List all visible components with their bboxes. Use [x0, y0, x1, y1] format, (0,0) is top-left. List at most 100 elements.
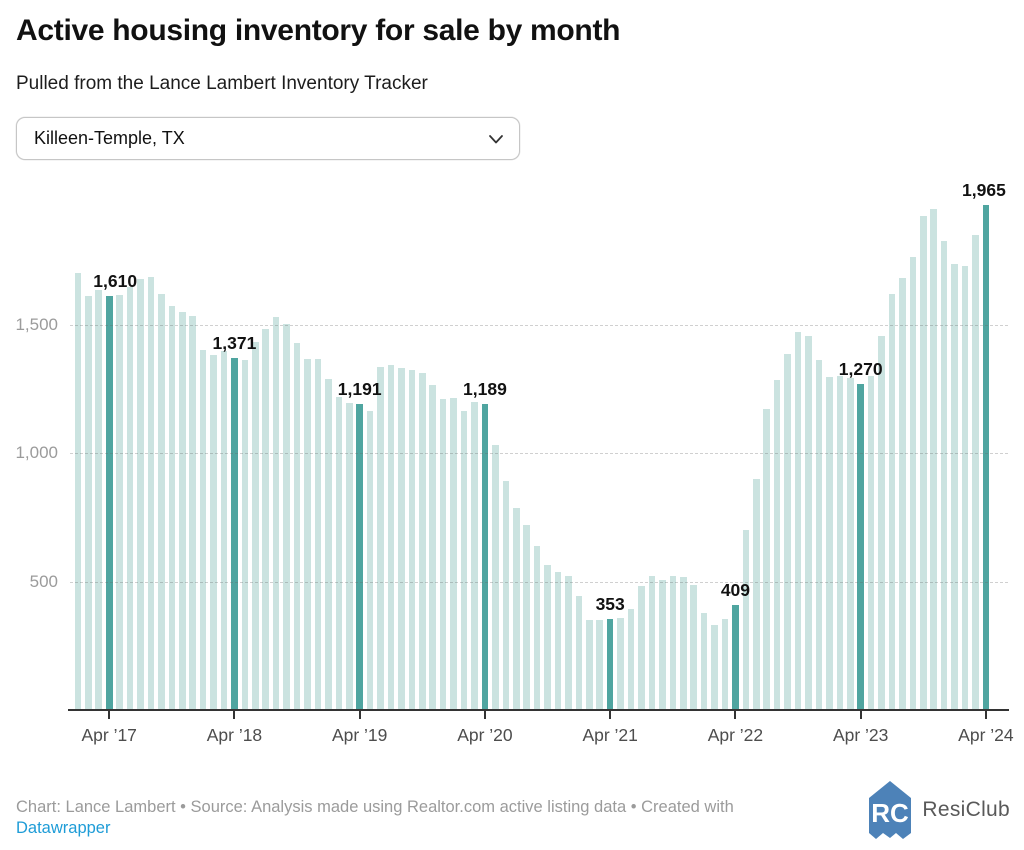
bar-jul-2021[interactable]: [638, 585, 645, 710]
bar-oct-2023[interactable]: [919, 216, 927, 710]
bar-feb-2020[interactable]: [460, 411, 468, 710]
bar-dec-2021[interactable]: [690, 584, 697, 710]
bar-mar-2019[interactable]: [345, 402, 353, 710]
bar-oct-2019[interactable]: [419, 372, 426, 710]
bar-apr-2024[interactable]: [982, 204, 990, 710]
bar-apr-2020[interactable]: [481, 404, 489, 710]
bar-feb-2018[interactable]: [210, 355, 217, 710]
bar-jan-2021[interactable]: [575, 596, 583, 710]
value-label: 409: [720, 579, 751, 600]
bar-jan-2020[interactable]: [450, 398, 457, 710]
bar-apr-2019[interactable]: [356, 403, 363, 710]
bar-may-2018[interactable]: [241, 359, 249, 710]
bar-jul-2020[interactable]: [512, 507, 520, 710]
gridline-1500: [70, 324, 1008, 326]
bar-aug-2017[interactable]: [147, 277, 155, 710]
bar-nov-2021[interactable]: [679, 577, 687, 710]
bar-apr-2021[interactable]: [606, 619, 614, 710]
bar-apr-2017[interactable]: [105, 296, 113, 710]
bar-may-2020[interactable]: [492, 444, 499, 710]
y-axis-label: 1,000: [15, 443, 58, 462]
bar-jun-2017[interactable]: [126, 287, 134, 710]
bar-mar-2020[interactable]: [471, 402, 478, 710]
region-dropdown-value: Killeen-Temple, TX: [34, 128, 185, 148]
bar-nov-2019[interactable]: [429, 384, 437, 710]
bar-oct-2021[interactable]: [669, 576, 677, 710]
bar-mar-2024[interactable]: [972, 234, 979, 710]
bar-jul-2017[interactable]: [137, 279, 144, 710]
bar-feb-2023[interactable]: [836, 376, 844, 710]
y-axis-label: 500: [29, 571, 58, 591]
bar-oct-2022[interactable]: [794, 332, 802, 710]
bar-jan-2022[interactable]: [700, 612, 708, 710]
bar-aug-2021[interactable]: [648, 575, 656, 710]
region-dropdown[interactable]: Killeen-Temple, TX: [16, 117, 520, 160]
bar-dec-2018[interactable]: [314, 358, 322, 710]
bar-aug-2018[interactable]: [272, 316, 280, 710]
bar-jan-2018[interactable]: [199, 350, 207, 710]
bar-apr-2023[interactable]: [857, 383, 864, 710]
bar-feb-2024[interactable]: [961, 266, 969, 710]
bar-nov-2022[interactable]: [805, 335, 812, 710]
bar-dec-2020[interactable]: [565, 575, 572, 710]
bar-jul-2019[interactable]: [387, 365, 395, 710]
x-axis-tick: [358, 711, 361, 719]
bar-may-2019[interactable]: [366, 410, 374, 710]
x-axis-label: Apr ’19: [331, 725, 388, 745]
bar-nov-2023[interactable]: [930, 209, 938, 710]
bar-nov-2018[interactable]: [304, 359, 311, 710]
bar-dec-2022[interactable]: [815, 360, 823, 710]
bar-aug-2019[interactable]: [398, 367, 405, 710]
bar-mar-2021[interactable]: [596, 620, 604, 710]
bar-jun-2021[interactable]: [627, 608, 635, 710]
bar-jul-2022[interactable]: [763, 409, 771, 710]
bar-sep-2018[interactable]: [283, 323, 290, 710]
bar-jul-2023[interactable]: [888, 294, 896, 710]
bar-feb-2021[interactable]: [586, 620, 593, 710]
bar-nov-2020[interactable]: [554, 572, 562, 710]
chart-subtitle: Pulled from the Lance Lambert Inventory …: [16, 73, 428, 94]
bar-sep-2023[interactable]: [909, 257, 917, 710]
x-axis-line: [68, 709, 1009, 711]
bar-dec-2019[interactable]: [439, 399, 447, 710]
bar-sep-2022[interactable]: [784, 353, 791, 710]
bar-aug-2023[interactable]: [899, 278, 906, 710]
bar-dec-2023[interactable]: [940, 241, 948, 710]
bar-nov-2017[interactable]: [178, 311, 186, 710]
bar-may-2022[interactable]: [742, 530, 750, 710]
bar-jul-2018[interactable]: [262, 329, 270, 710]
bar-mar-2023[interactable]: [846, 378, 854, 710]
bar-jun-2022[interactable]: [753, 478, 760, 710]
bar-sep-2021[interactable]: [659, 580, 666, 710]
bar-mar-2017[interactable]: [95, 289, 103, 710]
bar-feb-2019[interactable]: [335, 396, 343, 710]
bar-sep-2020[interactable]: [533, 546, 541, 710]
bar-jan-2017[interactable]: [74, 273, 82, 710]
bar-mar-2022[interactable]: [721, 618, 729, 710]
bar-jan-2024[interactable]: [951, 263, 958, 710]
bar-oct-2020[interactable]: [544, 564, 551, 710]
bar-dec-2017[interactable]: [189, 316, 196, 710]
bar-jun-2018[interactable]: [252, 342, 259, 710]
bar-jun-2019[interactable]: [377, 367, 384, 710]
bar-jan-2019[interactable]: [325, 378, 332, 710]
bar-apr-2018[interactable]: [231, 357, 238, 710]
bar-feb-2022[interactable]: [711, 625, 718, 710]
bar-oct-2017[interactable]: [168, 306, 176, 710]
bar-jun-2023[interactable]: [878, 336, 885, 710]
bar-sep-2017[interactable]: [158, 293, 165, 710]
bar-may-2017[interactable]: [116, 294, 123, 710]
bar-may-2023[interactable]: [867, 375, 875, 710]
bar-aug-2020[interactable]: [523, 525, 530, 710]
bar-may-2021[interactable]: [617, 617, 624, 710]
bar-apr-2022[interactable]: [732, 604, 739, 710]
datawrapper-link[interactable]: Datawrapper: [16, 819, 111, 837]
bar-jan-2023[interactable]: [826, 376, 833, 710]
bar-jun-2020[interactable]: [502, 481, 510, 710]
bar-oct-2018[interactable]: [293, 342, 301, 710]
bar-mar-2018[interactable]: [220, 350, 228, 710]
bar-aug-2022[interactable]: [773, 380, 781, 710]
bar-sep-2019[interactable]: [408, 370, 416, 710]
bar-feb-2017[interactable]: [85, 296, 92, 710]
